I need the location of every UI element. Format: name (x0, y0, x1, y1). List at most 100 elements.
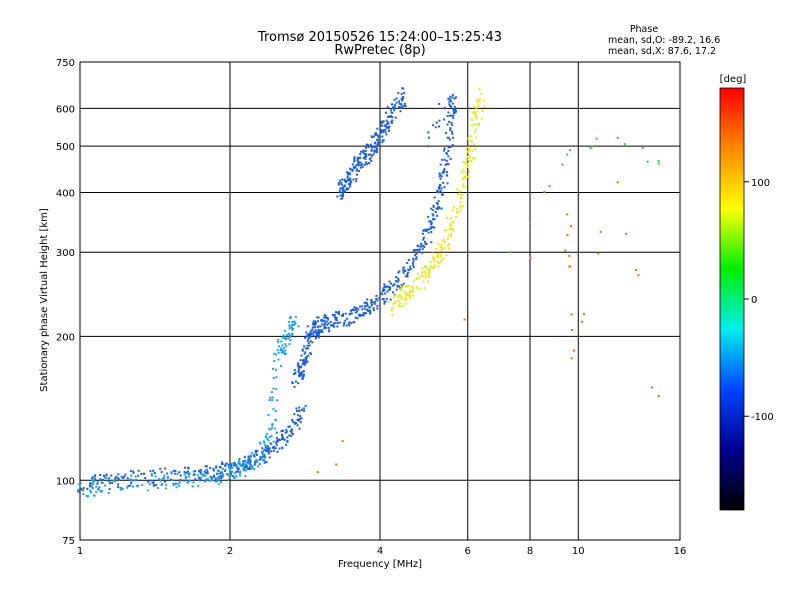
data-point (178, 484, 181, 487)
data-point (367, 144, 370, 147)
data-point (443, 186, 446, 189)
data-point (93, 479, 96, 482)
data-point (129, 484, 132, 487)
data-point (290, 326, 293, 329)
data-point (466, 150, 469, 153)
data-point (293, 421, 296, 424)
data-point (349, 183, 352, 186)
data-point (349, 312, 352, 315)
data-point (439, 177, 442, 180)
data-point (475, 110, 478, 113)
data-point (85, 494, 88, 497)
data-point (333, 325, 336, 328)
data-point (92, 494, 95, 497)
data-point (445, 254, 448, 257)
data-point (470, 124, 473, 127)
data-point (657, 162, 660, 165)
data-point (253, 468, 256, 471)
y-tick-label: 100 (56, 476, 75, 487)
data-point (147, 480, 150, 483)
data-point (148, 483, 151, 486)
data-point (568, 265, 571, 268)
data-point (217, 479, 220, 482)
data-point (245, 466, 248, 469)
data-point (297, 418, 300, 421)
data-point (326, 316, 329, 319)
data-point (248, 461, 251, 464)
data-point (427, 136, 430, 139)
data-point (350, 322, 353, 325)
data-point (280, 430, 283, 433)
data-point (311, 322, 314, 325)
data-point (336, 325, 339, 328)
data-point (315, 321, 318, 324)
data-point (397, 106, 400, 109)
data-point (393, 295, 396, 298)
data-point (391, 119, 394, 122)
data-point (650, 386, 653, 389)
data-point (244, 469, 247, 472)
data-point (443, 246, 446, 249)
data-point (420, 242, 423, 245)
data-point (274, 418, 277, 421)
data-point (304, 351, 307, 354)
data-point (452, 108, 455, 111)
data-point (438, 172, 441, 175)
data-point (424, 243, 427, 246)
data-point (437, 206, 440, 209)
data-point (395, 101, 398, 104)
data-point (301, 375, 304, 378)
data-point (192, 481, 195, 484)
data-point (132, 485, 135, 488)
data-point (445, 151, 448, 154)
data-point (383, 292, 386, 295)
data-point (382, 298, 385, 301)
data-point (449, 222, 452, 225)
data-point (298, 418, 301, 421)
data-point (623, 143, 626, 146)
data-point (338, 310, 341, 313)
x-tick-label: 2 (227, 546, 233, 557)
data-point (300, 408, 303, 411)
data-point (183, 471, 186, 474)
data-point (115, 476, 118, 479)
data-point (424, 240, 427, 243)
data-point (447, 146, 450, 149)
data-point (124, 473, 127, 476)
data-point (437, 242, 440, 245)
data-point (451, 96, 454, 99)
data-point (267, 448, 270, 451)
data-point (111, 481, 114, 484)
data-point (400, 104, 403, 107)
data-point (438, 175, 441, 178)
data-point (475, 116, 478, 119)
data-point (342, 324, 345, 327)
data-point (315, 334, 318, 337)
data-point (444, 163, 447, 166)
data-point (255, 460, 258, 463)
data-point (509, 251, 512, 254)
data-point (529, 256, 532, 259)
data-point (436, 207, 439, 210)
data-point (280, 340, 283, 343)
data-point (430, 223, 433, 226)
data-point (353, 321, 356, 324)
data-point (478, 88, 481, 91)
data-point (383, 283, 386, 286)
data-point (451, 123, 454, 126)
data-point (407, 268, 410, 271)
data-point (566, 233, 569, 236)
data-point (359, 153, 362, 156)
data-point (107, 479, 110, 482)
data-point (297, 362, 300, 365)
data-point (407, 258, 410, 261)
data-point (347, 323, 350, 326)
data-point (325, 326, 328, 329)
data-point (393, 98, 396, 101)
data-point (315, 336, 318, 339)
data-point (433, 196, 436, 199)
data-point (415, 258, 418, 261)
data-point (399, 294, 402, 297)
data-point (345, 179, 348, 182)
data-point (372, 307, 375, 310)
